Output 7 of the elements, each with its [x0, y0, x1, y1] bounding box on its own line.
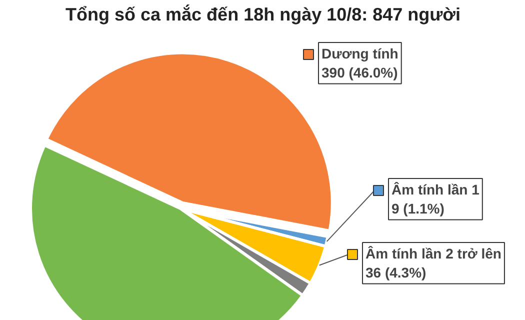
data-label: 36 (4.3%) [366, 264, 426, 281]
legend-label: Âm tính lần 1 [392, 182, 480, 198]
data-label: 390 (46.0%) [322, 64, 398, 81]
chart-title: Tổng số ca mắc đến 18h ngày 10/8: 847 người [66, 4, 460, 24]
data-label: 9 (1.1%) [392, 200, 444, 217]
legend-label: Âm tính lần 2 trở lên [366, 246, 502, 262]
legend-label: Dương tính [322, 46, 398, 62]
